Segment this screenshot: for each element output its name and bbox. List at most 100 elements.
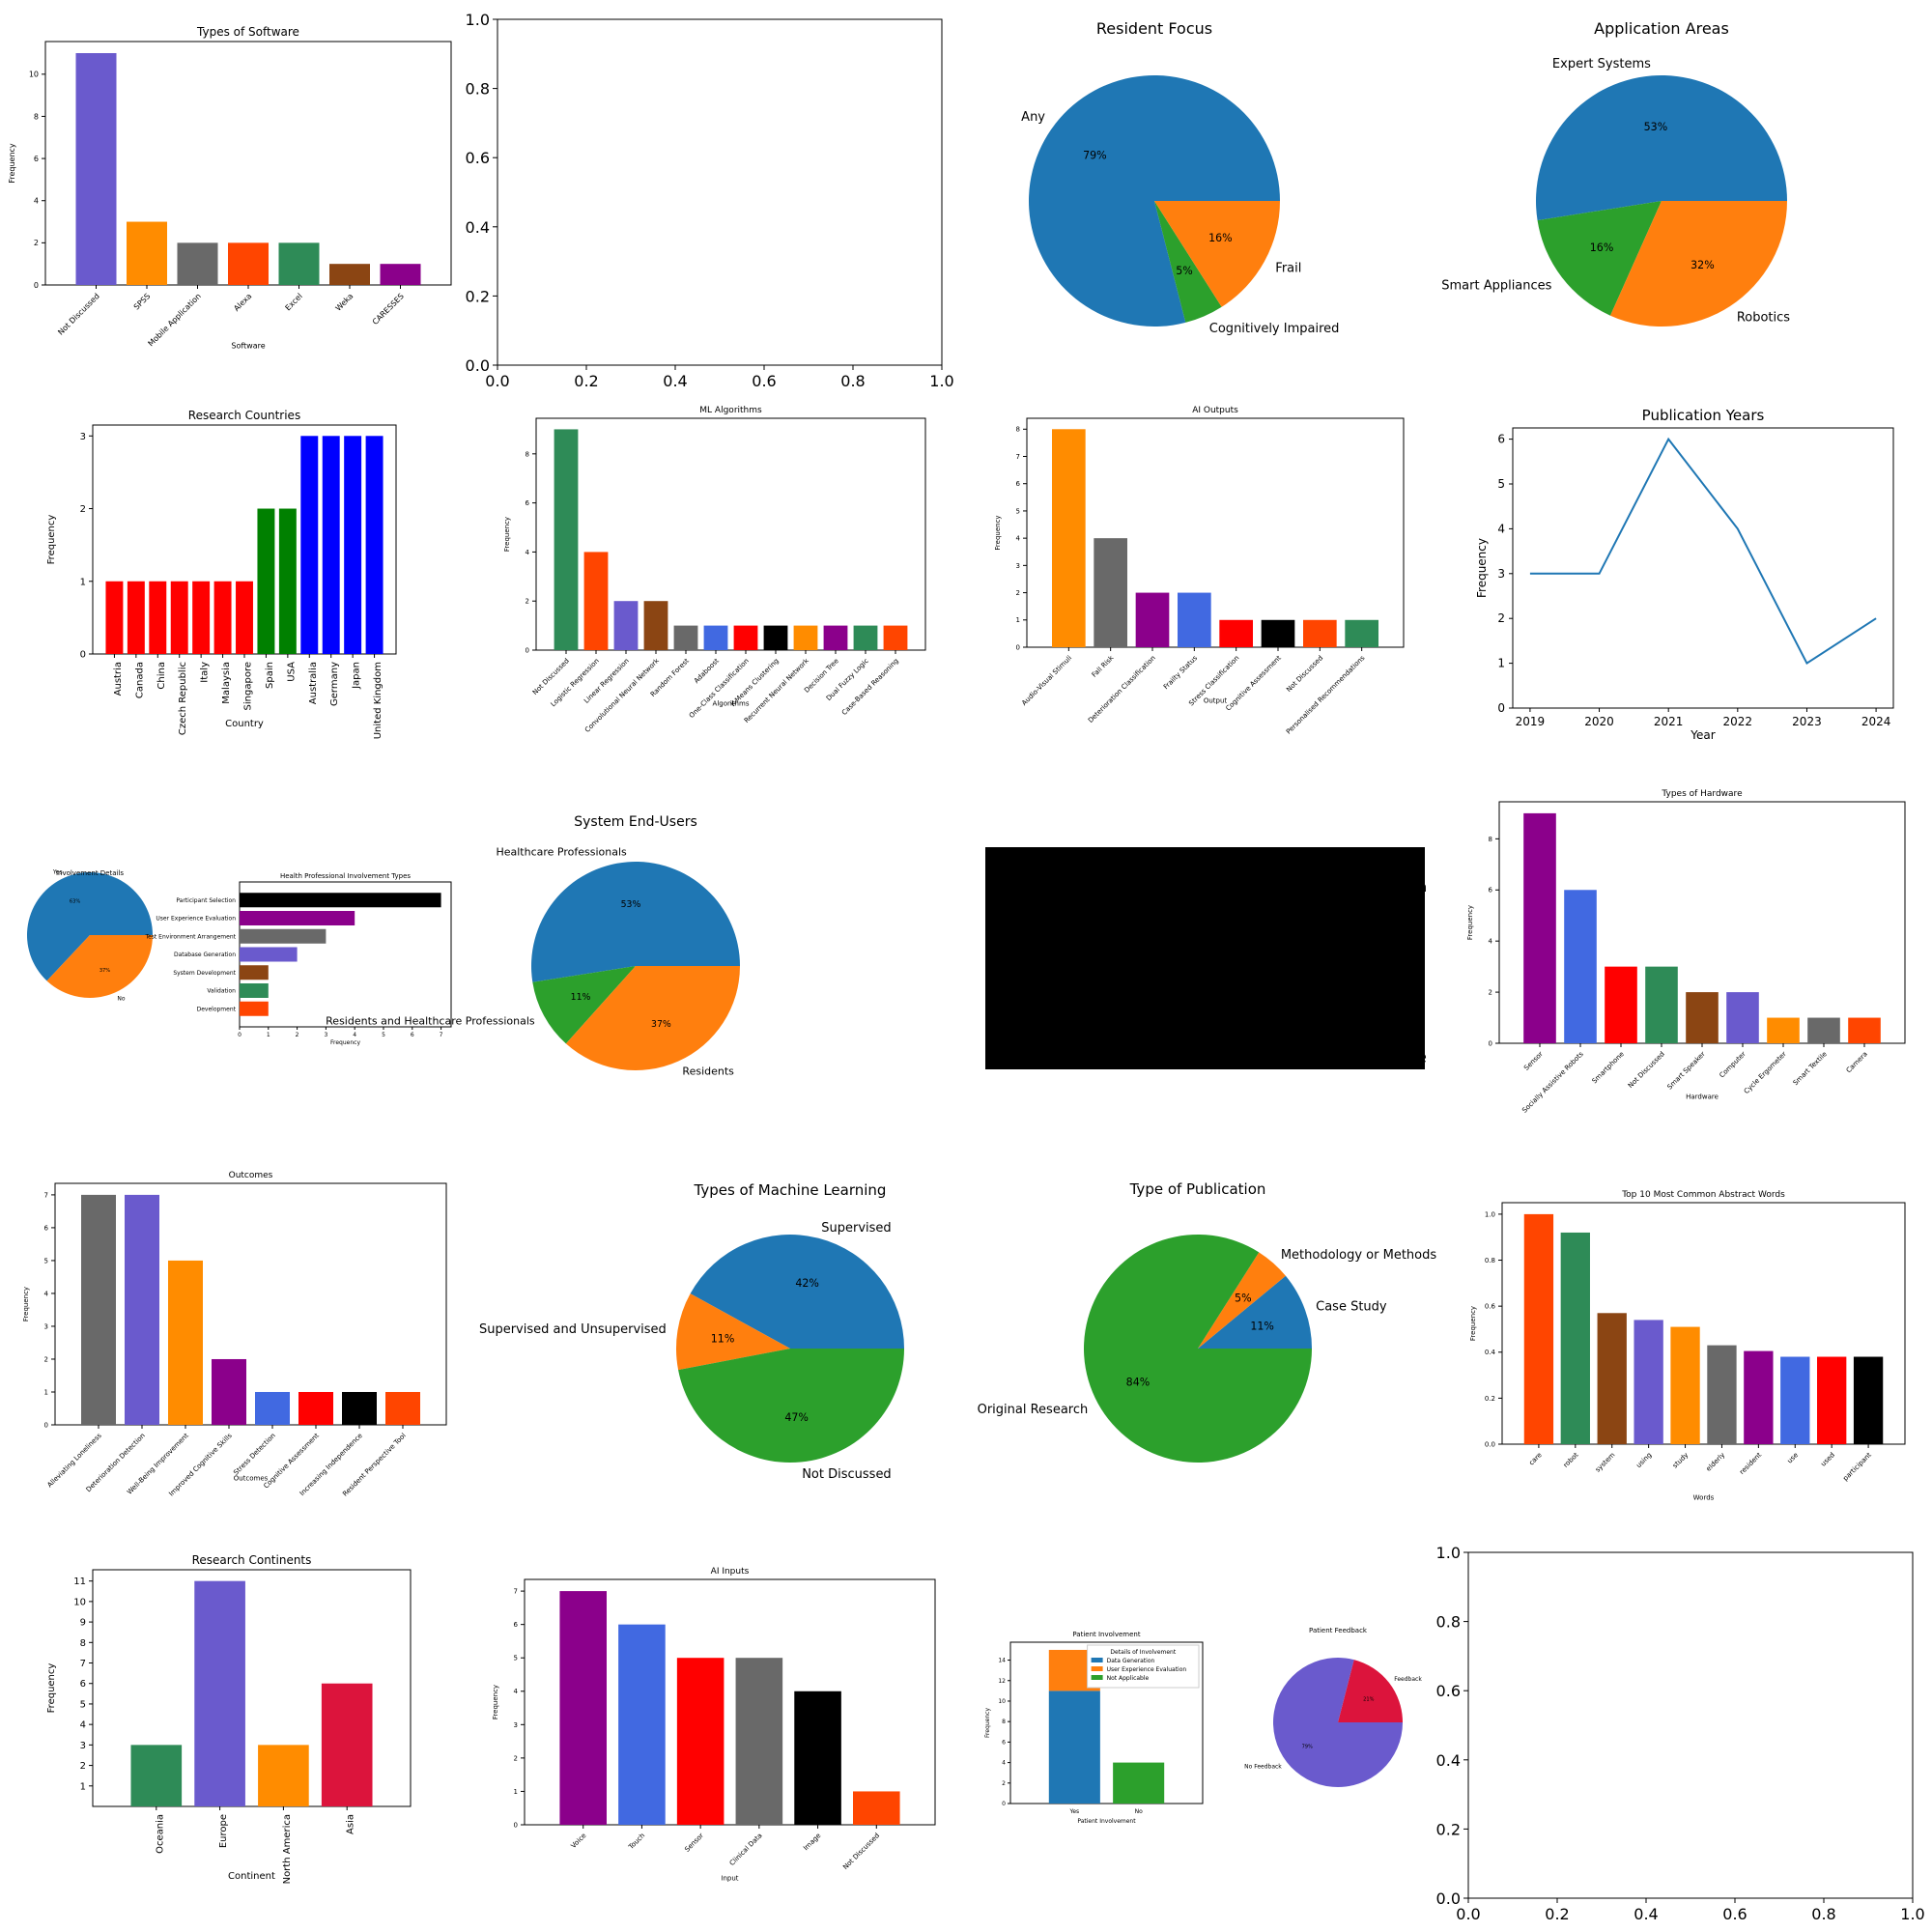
x-tick-label: Smartphone	[1591, 1050, 1626, 1085]
y-tick-label: 2	[1497, 611, 1505, 625]
y-tick-label: 8	[1016, 426, 1020, 434]
patient-feedback-chart: 21% Feedback 79% No Feedback Patient Feedbac…	[1244, 1627, 1422, 1787]
pie-pct-label: 37%	[651, 1019, 671, 1030]
x-tick-label: Deterioration Classification	[1087, 654, 1157, 724]
y-tick-label: 0	[1016, 643, 1020, 651]
pie-slice	[1338, 1660, 1403, 1722]
x-tick-label: Not Discussed	[1627, 1050, 1666, 1090]
y-tick-label: 0.8	[1436, 1613, 1461, 1632]
bar	[212, 1358, 246, 1425]
y-tick-label: 6	[1497, 433, 1505, 446]
y-tick-label: 0	[1497, 701, 1505, 715]
x-tick-label: Mobile Application	[147, 292, 203, 348]
y-tick-label: 1	[1016, 616, 1020, 624]
x-tick-label: 0.2	[1545, 1905, 1569, 1923]
abstract-words-chart: care robot system using study elderly resident…	[1469, 1190, 1906, 1501]
y-axis-label: Frequency	[1469, 1306, 1477, 1341]
x-tick-label: Stress Detection	[232, 1432, 276, 1476]
y-axis-label: Frequency	[1466, 905, 1474, 940]
x-tick-label: Canada	[134, 662, 145, 698]
y-tick-label: 6	[34, 155, 39, 163]
x-tick-label: Europe	[218, 1814, 229, 1848]
x-tick-label: 2020	[1584, 715, 1614, 728]
ml-types-chart: 42% Supervised 11% Supervised and Unsupervi…	[479, 1181, 904, 1482]
bar	[1634, 1320, 1663, 1444]
y-tick-label: 0.4	[1436, 1751, 1461, 1770]
y-tick-label: 4	[1016, 535, 1021, 543]
y-tick-label: 0.6	[1436, 1682, 1461, 1700]
word-cloud-word: support	[1019, 1027, 1083, 1046]
y-tick-label: 2	[1489, 989, 1492, 997]
y-tick-label: 5	[1497, 477, 1505, 491]
pie-pct-label: 21%	[1363, 1696, 1374, 1702]
pie-label: Supervised	[821, 1221, 891, 1236]
y-tick-label: 0	[34, 281, 39, 290]
pie-label: Feedback	[1394, 1676, 1422, 1683]
y-tick-label: 3	[1497, 567, 1505, 581]
series-line	[1529, 437, 1877, 666]
pie-label: No	[117, 996, 125, 1003]
y-tick-label: 0.2	[1436, 1820, 1461, 1838]
y-tick-label: 8	[1489, 836, 1492, 843]
y-tick-label: 3	[80, 432, 86, 442]
bar	[1817, 1356, 1847, 1444]
x-tick-label: Image	[802, 1832, 822, 1852]
word-cloud-word: care	[1016, 857, 1330, 1025]
bar	[613, 601, 639, 650]
x-tick-label: Singapore	[243, 662, 254, 710]
pie-label: Residents	[682, 1065, 734, 1077]
pie-slice	[1198, 1275, 1312, 1349]
word-cloud-word: frailty	[1006, 877, 1023, 920]
y-tick-label: 0.4	[466, 218, 490, 237]
bar	[228, 242, 269, 285]
x-tick-label: Camera	[1845, 1050, 1869, 1074]
pie-slice	[1154, 201, 1222, 323]
chart-title: Patient Involvement	[1072, 1631, 1140, 1638]
y-tick-label: 10	[73, 1597, 86, 1607]
x-tick-label: 2024	[1861, 715, 1891, 728]
y-tick-label: 1	[80, 577, 86, 587]
x-tick-label: Not Discussed	[1285, 654, 1324, 694]
word-cloud-word: studysystem	[1026, 842, 1408, 913]
y-tick-label: 4	[1489, 938, 1493, 946]
bar	[853, 625, 878, 650]
empty1-axes: 0.0 0.2 0.4 0.6 0.8 1.0 0.0 0.2 0.4 0.6 0.8 1.0	[466, 11, 954, 390]
y-tick-label: 7	[44, 1191, 48, 1199]
bar	[380, 264, 421, 285]
x-tick-label: 2	[296, 1032, 299, 1038]
word-cloud-word: used	[1303, 946, 1327, 997]
x-tick-label: 0.4	[1634, 1905, 1658, 1923]
bar	[321, 1683, 373, 1806]
y-axis-label: Frequency	[46, 515, 57, 565]
pie-pct-label: 47%	[784, 1411, 809, 1424]
bar	[240, 911, 355, 925]
y-tick-label: Test Environment Arrangement	[144, 933, 236, 940]
pie-slice	[531, 861, 740, 982]
bar	[1848, 1017, 1881, 1043]
bar	[554, 429, 579, 650]
pie-label: Methodology or Methods	[1281, 1248, 1437, 1263]
bar	[240, 928, 327, 944]
pie-slice	[1198, 1252, 1286, 1349]
bar	[240, 965, 269, 980]
y-tick-label: 8	[34, 112, 39, 121]
word-cloud-background	[985, 847, 1425, 1069]
plot-frame	[92, 1569, 412, 1807]
bar	[1094, 538, 1127, 647]
legend-swatch	[1091, 1675, 1103, 1680]
x-tick-label: China	[156, 662, 167, 690]
y-tick-label: 1	[514, 1788, 518, 1796]
bar	[1605, 966, 1637, 1043]
bar	[1670, 1326, 1700, 1444]
y-tick-label: 12	[998, 1678, 1006, 1685]
x-axis-label: Algorithms	[713, 699, 750, 707]
bar	[385, 1391, 420, 1425]
bar	[130, 1745, 183, 1806]
pie-slice	[532, 966, 636, 1044]
y-tick-label: 0.6	[466, 149, 490, 167]
plot-frame	[497, 18, 943, 366]
pie-label: Cognitively Impaired	[1209, 322, 1340, 336]
bar	[1853, 1356, 1884, 1444]
x-tick-label: Austria	[113, 662, 124, 696]
